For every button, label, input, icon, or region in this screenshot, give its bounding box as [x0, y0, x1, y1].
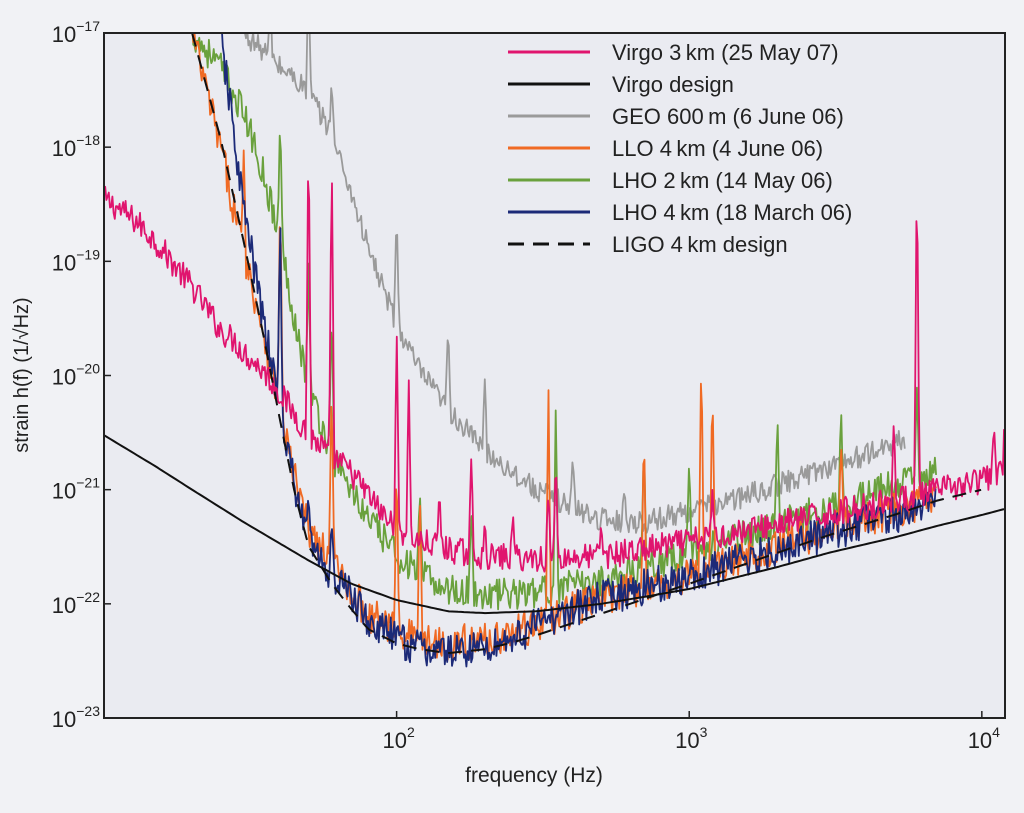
legend: Virgo 3 km (25 May 07) Virgo design GEO 60…: [508, 40, 852, 257]
series-line-4: [191, 33, 937, 611]
x-axis-label: frequency (Hz): [465, 764, 603, 787]
series-line-1: [104, 434, 1005, 615]
legend-label: LIGO 4 km design: [612, 232, 788, 257]
y-tick-label: 10−17: [52, 18, 100, 47]
legend-label: LLO 4 km (4 June 06): [612, 136, 823, 161]
series-line-0: [104, 180, 1005, 573]
y-tick-label: 10−20: [52, 361, 100, 390]
y-axis-label: strain h(f) (1/√Hz): [11, 297, 33, 452]
y-tick-label: 10−19: [52, 246, 100, 275]
legend-label: LHO 4 km (18 March 06): [612, 200, 852, 225]
legend-label: Virgo design: [612, 72, 734, 97]
series-line-2: [244, 33, 906, 534]
legend-label: Virgo 3 km (25 May 07): [612, 40, 839, 65]
ticks-layer: 10−17 10−18 10−19 10−20 10−21 10−22 10−23 102 10…: [52, 18, 1000, 753]
y-tick-label: 10−23: [52, 703, 100, 732]
y-tick-label: 10−22: [52, 589, 100, 618]
x-tick-label: 102: [382, 724, 414, 753]
series-line-5: [221, 33, 937, 668]
series-layer: [104, 33, 1005, 668]
legend-label: GEO 600 m (6 June 06): [612, 104, 844, 129]
x-tick-label: 104: [968, 724, 1000, 753]
y-tick-label: 10−18: [52, 132, 100, 161]
series-line-6: [191, 33, 982, 654]
y-tick-label: 10−21: [52, 475, 100, 504]
legend-label: LHO 2 km (14 May 06): [612, 168, 833, 193]
x-tick-label: 103: [675, 724, 707, 753]
